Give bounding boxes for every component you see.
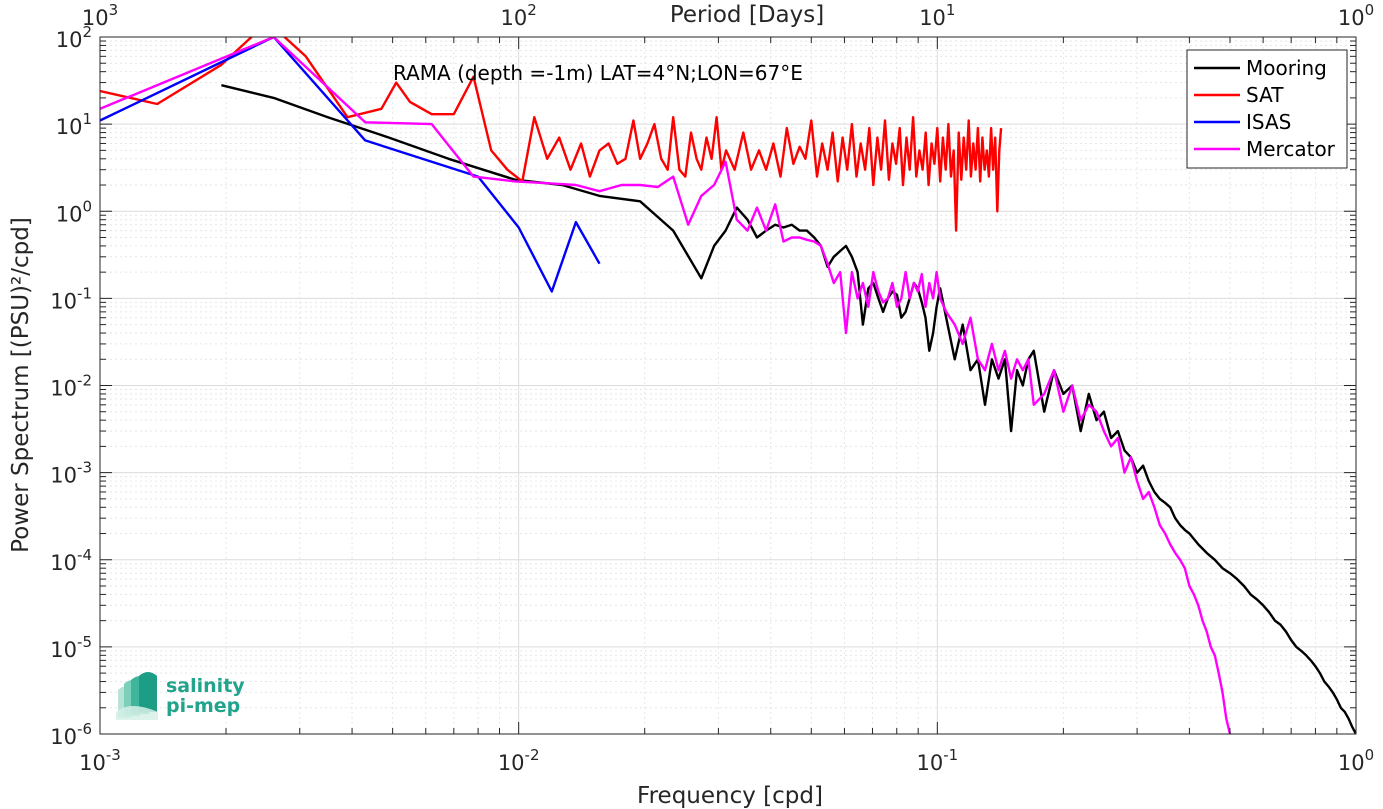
- top-tick-label: 103: [82, 1, 118, 30]
- top-tick-label: 101: [919, 1, 955, 30]
- series-line-mercator: [100, 37, 1232, 734]
- x-tick-label: 10-1: [916, 746, 958, 775]
- y-tick-label: 10-2: [50, 372, 92, 401]
- series-line-sat: [100, 37, 1003, 232]
- series-line-isas: [100, 37, 601, 293]
- y-tick-label: 100: [56, 197, 92, 226]
- legend-label-sat: SAT: [1246, 83, 1284, 107]
- top-axis-label: Period [Days]: [670, 2, 824, 28]
- legend-label-isas: ISAS: [1246, 110, 1291, 134]
- chart-title: RAMA (depth =-1m) LAT=4°N;LON=67°E: [393, 61, 803, 85]
- salinity-pi-mep-logo: salinity pi-mep: [116, 672, 245, 720]
- wave-logo-icon: [116, 672, 158, 720]
- axis-ticks: [99, 36, 1357, 735]
- y-tick-label: 102: [56, 23, 92, 52]
- legend-label-mooring: Mooring: [1246, 56, 1327, 80]
- y-tick-label: 10-4: [50, 546, 92, 575]
- y-tick-label: 101: [56, 110, 92, 139]
- top-tick-label: 100: [1338, 1, 1374, 30]
- x-tick-label: 100: [1338, 746, 1374, 775]
- top-tick-labels: 103 102 101 100: [82, 1, 1374, 30]
- axes-box: [99, 36, 1357, 735]
- legend: Mooring SAT ISAS Mercator: [1186, 49, 1348, 169]
- y-axis-label: Power Spectrum [(PSU)²/cpd]: [8, 217, 34, 553]
- x-tick-label: 10-2: [498, 746, 540, 775]
- series-line-mooring: [221, 84, 1356, 734]
- logo-line2: pi-mep: [166, 695, 240, 717]
- y-tick-label: 10-5: [50, 633, 92, 662]
- x-tick-labels: 10-3 10-2 10-1 100: [79, 746, 1374, 775]
- y-tick-label: 10-6: [50, 720, 92, 749]
- x-tick-label: 10-3: [79, 746, 121, 775]
- y-tick-label: 10-3: [50, 459, 92, 488]
- top-tick-label: 102: [501, 1, 537, 30]
- y-tick-label: 10-1: [50, 284, 92, 313]
- y-tick-labels: 102 101 100 10-1 10-2 10-3 10-4 10-5 10-6: [50, 23, 92, 749]
- x-axis-label: Frequency [cpd]: [637, 783, 823, 809]
- legend-label-mercator: Mercator: [1246, 137, 1336, 161]
- series-layer: [100, 37, 1356, 734]
- logo-line1: salinity: [166, 675, 245, 697]
